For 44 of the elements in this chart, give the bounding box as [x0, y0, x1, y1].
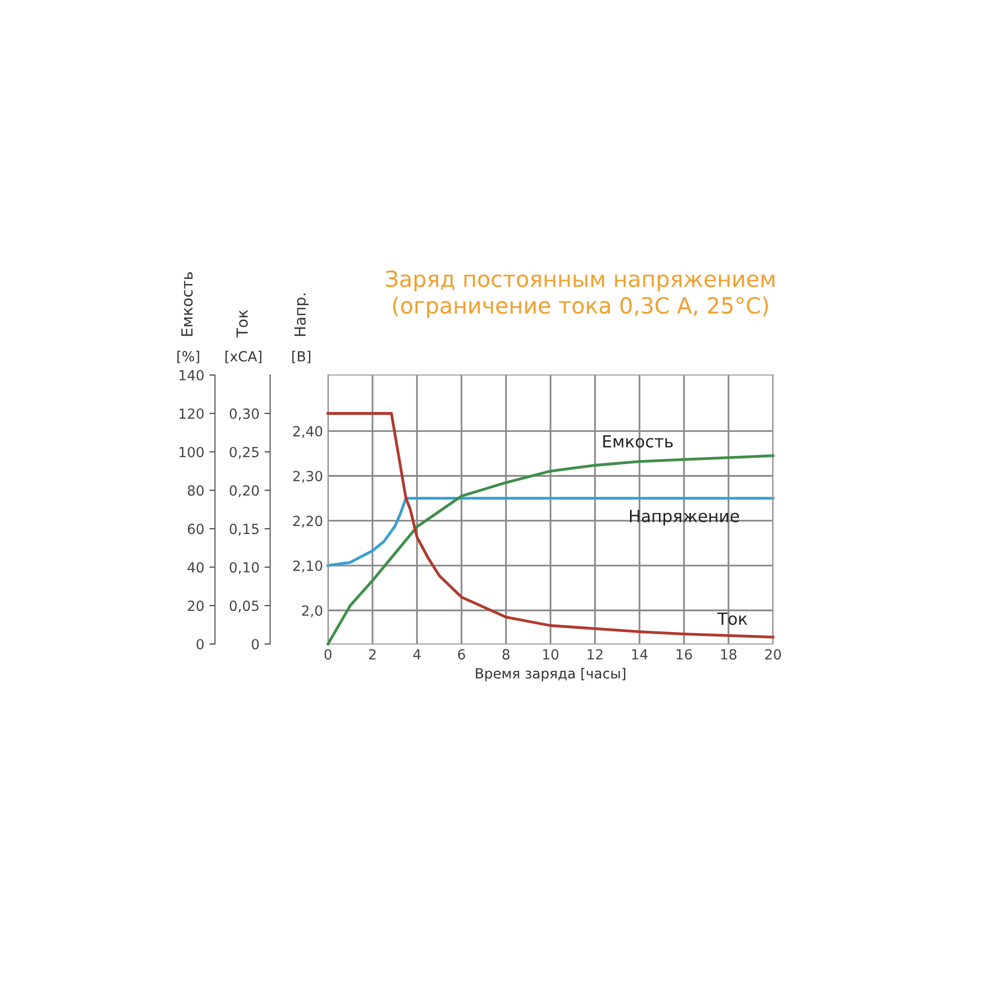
y3-tick-label: 140 [180, 370, 204, 380]
y3-tick-label: 80 [188, 485, 204, 496]
y3-tick-label: 20 [188, 600, 204, 612]
y3-tick-label: 40 [188, 562, 204, 573]
text: [В] [292, 350, 310, 364]
line-series [326, 496, 774, 567]
y2-tick-label: 0,15 [230, 524, 259, 536]
x-tick-label: 14 [632, 649, 648, 660]
x-tick-label: 6 [458, 649, 466, 660]
x-tick-label: 2 [369, 649, 376, 660]
text: [%] [177, 350, 200, 364]
y2-tick-label: 0,05 [230, 600, 259, 612]
y3-tick-label: 60 [188, 524, 204, 534]
y-tick-label: 2,30 [293, 470, 322, 483]
line-series [326, 412, 774, 638]
y3-axis-title: Емкость [181, 272, 193, 336]
x-tick-label: 8 [502, 649, 510, 660]
series-label: Емкость [603, 435, 673, 448]
y-tick-label: 2,0 [302, 605, 322, 618]
x-tick-label: 16 [676, 649, 692, 660]
y2-tick-label: 0 [252, 638, 259, 650]
text: [xCA] [226, 350, 262, 364]
y3-tick-label: 120 [180, 408, 204, 419]
y-tick-label: 2,40 [293, 426, 322, 438]
x-tick-label: 10 [543, 649, 558, 660]
y2-axis-title: Ток [236, 310, 248, 338]
y2-tick-label: 0,20 [230, 485, 259, 498]
series-label: Напряжение [630, 510, 739, 526]
y3-tick-label: 100 [180, 446, 204, 458]
series-label: Ток [717, 612, 748, 625]
x-axis-title: Время заряда [часы] [476, 668, 626, 682]
y-axis-title: Напр. [294, 294, 309, 336]
y-tick-label: 2,20 [293, 516, 322, 528]
chart-title: Заряд постоянным напряжением (ограничение тока 0,3С А, 25°С) [386, 270, 774, 318]
x-tick-label: 20 [765, 649, 781, 660]
x-tick-label: 12 [588, 649, 602, 660]
y2-tick-label: 0,10 [230, 562, 259, 574]
x-tick-label: 0 [324, 649, 332, 660]
y3-tick-label: 0 [196, 638, 204, 650]
x-tick-label: 4 [413, 649, 421, 660]
y-tick-label: 2,10 [293, 560, 322, 572]
x-tick-label: 18 [721, 649, 736, 660]
y2-tick-label: 0,25 [230, 446, 259, 459]
y2-tick-label: 0,30 [230, 408, 259, 420]
